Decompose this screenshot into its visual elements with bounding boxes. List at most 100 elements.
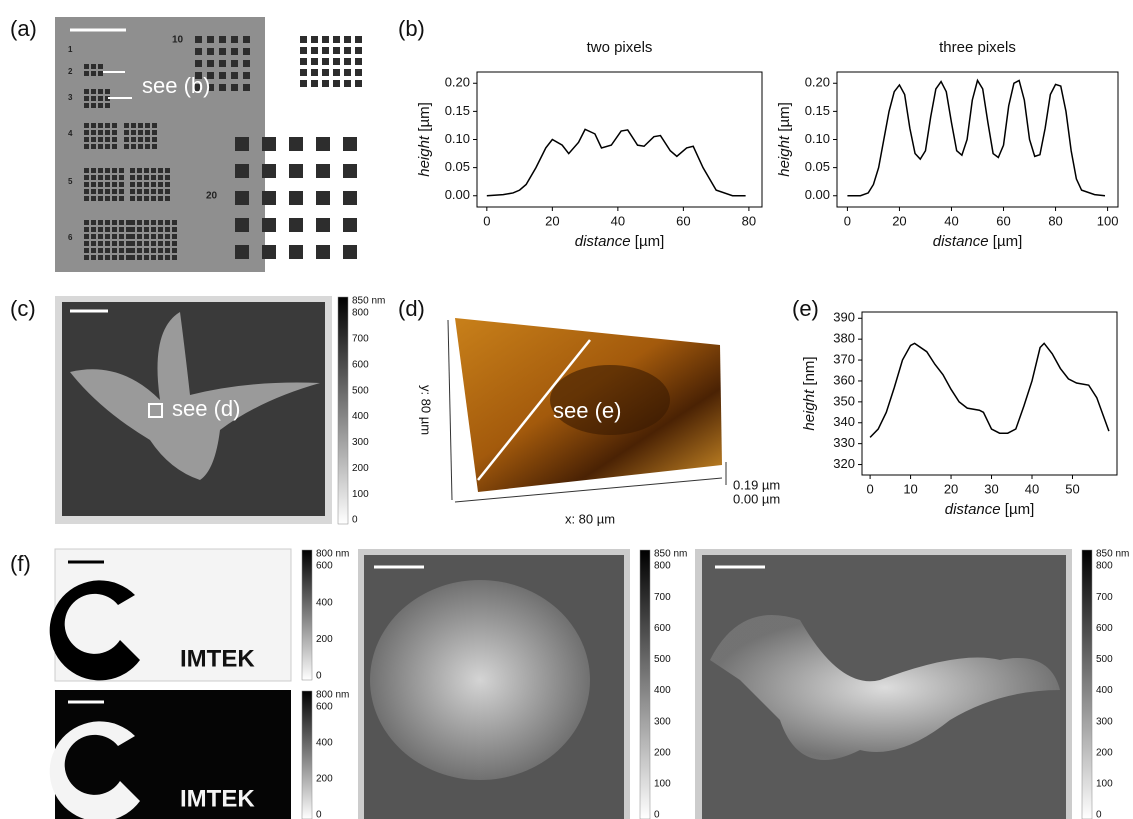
- pixel: [98, 182, 103, 187]
- pixel: [105, 144, 110, 149]
- pixel: [130, 175, 135, 180]
- pixel: [235, 137, 249, 151]
- x-tick-label: 0: [844, 213, 851, 228]
- pixel: [105, 89, 110, 94]
- pixel: [235, 245, 249, 259]
- x-tick-label: 50: [1065, 481, 1079, 496]
- pixel: [131, 137, 136, 142]
- pattern-label: 5: [68, 177, 73, 186]
- y-tick-label: 340: [833, 414, 855, 429]
- pixel: [289, 245, 303, 259]
- pixel: [84, 196, 89, 201]
- pixel: [219, 84, 226, 91]
- panel-label: (c): [10, 296, 36, 321]
- axis-line: [448, 320, 452, 500]
- axis-name: distance: [575, 233, 631, 250]
- pixel: [119, 189, 124, 194]
- pixel: [84, 71, 89, 76]
- pixel: [112, 123, 117, 128]
- pixel: [344, 47, 351, 54]
- pixel: [151, 241, 156, 246]
- pixel: [91, 227, 96, 232]
- pixel: [300, 58, 307, 65]
- pixel: [112, 182, 117, 187]
- pixel: [322, 58, 329, 65]
- y-tick-label: 0.05: [445, 159, 470, 174]
- pixel: [98, 89, 103, 94]
- colorbar-label: 500: [654, 654, 671, 665]
- y-tick-label: 0.10: [805, 131, 830, 146]
- pixel: [112, 144, 117, 149]
- pattern-label: 3: [68, 93, 73, 102]
- pixel: [355, 36, 362, 43]
- pixel: [343, 191, 357, 205]
- pattern-label: 2: [68, 67, 73, 76]
- colorbar-label: 800 nm: [316, 690, 349, 701]
- panel-label: (a): [10, 16, 37, 41]
- pixel: [172, 227, 177, 232]
- pixel: [84, 175, 89, 180]
- colorbar-label: 600: [654, 623, 671, 634]
- y-tick-label: 360: [833, 372, 855, 387]
- y-axis-label: height [µm]: [776, 102, 793, 177]
- pixel: [137, 227, 142, 232]
- pixel: [105, 168, 110, 173]
- colorbar-label: 100: [352, 489, 369, 500]
- pixel: [130, 227, 135, 232]
- colorbar-label: 300: [1096, 716, 1113, 727]
- pattern-label: 4: [68, 129, 73, 138]
- pixel: [165, 241, 170, 246]
- pixel: [231, 84, 238, 91]
- pixel: [172, 255, 177, 260]
- pixel: [144, 196, 149, 201]
- colorbar-label: 700: [654, 592, 671, 603]
- pixel: [137, 168, 142, 173]
- pixel: [172, 234, 177, 239]
- colorbar-label: 0: [654, 810, 660, 819]
- pixel: [165, 189, 170, 194]
- pixel: [98, 227, 103, 232]
- pixel: [172, 241, 177, 246]
- pixel: [98, 189, 103, 194]
- pixel: [84, 64, 89, 69]
- pixel: [144, 255, 149, 260]
- x-tick-label: 40: [611, 213, 625, 228]
- pixel: [316, 137, 330, 151]
- y-tick-label: 330: [833, 435, 855, 450]
- colorbar-label: 100: [654, 779, 671, 790]
- pixel: [144, 168, 149, 173]
- pixel: [98, 144, 103, 149]
- pixel: [165, 175, 170, 180]
- pixel: [91, 123, 96, 128]
- pixel: [219, 36, 226, 43]
- pixel: [343, 218, 357, 232]
- pixel: [262, 218, 276, 232]
- pixel: [130, 189, 135, 194]
- pixel: [289, 137, 303, 151]
- colorbar-label: 400: [352, 411, 369, 422]
- pixel: [158, 175, 163, 180]
- pixel: [91, 64, 96, 69]
- pixel: [300, 36, 307, 43]
- axis-unit: [µm]: [635, 233, 664, 250]
- pixel: [333, 69, 340, 76]
- pixel: [119, 182, 124, 187]
- pixel: [91, 234, 96, 239]
- pixel: [344, 69, 351, 76]
- colorbar-label: 100: [1096, 779, 1113, 790]
- pixel: [119, 196, 124, 201]
- y-axis-label: height [nm]: [801, 356, 818, 430]
- pixel: [91, 96, 96, 101]
- pixel: [333, 58, 340, 65]
- pixel: [112, 227, 117, 232]
- pixel: [91, 89, 96, 94]
- pixel: [130, 241, 135, 246]
- pixel: [333, 80, 340, 87]
- colorbar-label: 400: [654, 685, 671, 696]
- pixel: [158, 255, 163, 260]
- pixel: [300, 69, 307, 76]
- panel-label: (b): [398, 16, 425, 41]
- y-tick-label: 370: [833, 352, 855, 367]
- pixel: [131, 130, 136, 135]
- pixel: [172, 248, 177, 253]
